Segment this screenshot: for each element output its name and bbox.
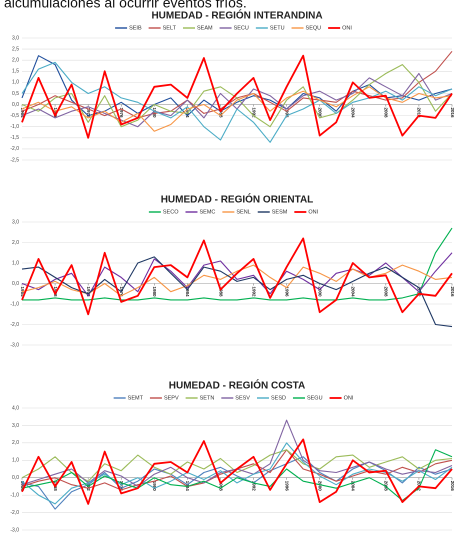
legend-label: SELT: [163, 25, 177, 31]
x-tick-label: 1996: [284, 481, 289, 492]
x-tick-label: 2004: [351, 481, 356, 492]
x-tick-label: 1972: [86, 287, 91, 298]
x-tick-label: 1996: [284, 287, 289, 298]
x-tick-label: 1988: [218, 481, 223, 492]
y-tick-label: -2,0: [10, 510, 19, 516]
x-tick-label: 2016: [450, 287, 455, 298]
series-line: [21, 449, 453, 482]
y-tick-label: 3,0: [12, 219, 19, 225]
legend-label: SECO: [163, 209, 179, 215]
y-tick-label: 3,0: [12, 35, 19, 41]
y-tick-label: -3,0: [10, 527, 19, 533]
y-tick-label: -2,0: [10, 322, 19, 328]
legend-label: ONI: [308, 209, 318, 215]
x-tick-label: 1968: [53, 108, 58, 119]
x-tick-label: 2000: [318, 108, 323, 119]
legend-label: SESD: [271, 395, 286, 401]
series-line: [21, 256, 453, 328]
y-tick-label: 2,0: [12, 58, 19, 64]
chart-title: HUMEDAD - REGIÓN COSTA: [169, 379, 305, 392]
x-tick-label: 1980: [152, 481, 157, 492]
series-line: [21, 449, 453, 501]
x-tick-label: 1984: [185, 287, 190, 298]
legend: SECO SEMC SENL SESM ONI: [148, 209, 319, 215]
series-line: [22, 227, 453, 301]
legend-label: SECU: [234, 25, 249, 31]
x-tick-label: 1976: [119, 481, 124, 492]
x-tick-label: 1976: [119, 108, 124, 119]
x-tick-label: 2004: [351, 108, 356, 119]
legend-label: SETN: [200, 395, 215, 401]
x-tick-label: 2008: [384, 108, 389, 119]
y-tick-label: -1,5: [10, 135, 19, 141]
x-tick-label: 2008: [384, 287, 389, 298]
y-tick-label: 0,0: [12, 281, 19, 287]
chart-title: HUMEDAD - REGIÓN ORIENTAL: [161, 193, 314, 206]
y-tick-label: -1,0: [10, 492, 19, 498]
y-tick-label: 1,0: [12, 458, 19, 464]
x-tick-label: 2016: [450, 481, 455, 492]
legend-label: SENL: [236, 209, 250, 215]
series-line: [21, 456, 453, 510]
y-tick-label: 1,5: [12, 69, 19, 75]
legend-label: SEQU: [306, 25, 322, 31]
y-tick-label: 1,0: [12, 260, 19, 266]
x-tick-label: 2008: [384, 481, 389, 492]
legend: SEMT SEPV SETN SESV SESD SEGU ONI: [113, 395, 354, 401]
legend-label: SEIB: [129, 25, 142, 31]
legend-label: SESM: [272, 209, 288, 215]
header-text: alcumulaciones al ocurrir eventos fríos.: [4, 0, 247, 11]
y-tick-label: 0,5: [12, 91, 19, 97]
y-tick-label: 0,0: [12, 475, 19, 481]
y-tick-label: 3,0: [12, 423, 19, 429]
legend-label: SEPV: [164, 395, 179, 401]
legend-label: SEGU: [307, 395, 323, 401]
x-tick-label: 2016: [450, 108, 455, 119]
x-tick-label: 2012: [417, 108, 422, 119]
x-tick-label: 1988: [218, 287, 223, 298]
x-tick-label: 1992: [251, 481, 256, 492]
x-tick-label: 1988: [218, 108, 223, 119]
x-tick-label: 2000: [318, 287, 323, 298]
y-tick-label: 2,0: [12, 240, 19, 246]
x-tick-label: 2000: [318, 481, 323, 492]
series-line: [21, 438, 453, 505]
legend: SEIB SELT SEAM SECU SETU SEQU ONI: [115, 25, 352, 31]
y-tick-label: 2,0: [12, 440, 19, 446]
y-tick-label: 4,0: [12, 405, 19, 411]
y-tick-label: 2,5: [12, 46, 19, 52]
y-tick-label: -0,5: [10, 113, 19, 119]
legend-label: SESV: [235, 395, 250, 401]
y-tick-label: 1,0: [12, 80, 19, 86]
legend-label: SEMT: [128, 395, 144, 401]
x-tick-label: 1980: [152, 287, 157, 298]
y-tick-label: -1,0: [10, 301, 19, 307]
legend-label: ONI: [342, 25, 352, 31]
y-tick-label: 0,0: [12, 102, 19, 108]
chart: HUMEDAD - REGIÓN INTERANDINA SEIB SELT SEAM…: [10, 9, 454, 164]
legend-label: SETU: [270, 25, 285, 31]
legend-label: ONI: [344, 395, 354, 401]
series-line: [21, 61, 453, 143]
y-tick-label: -3,0: [10, 342, 19, 348]
x-tick-label: 2004: [351, 287, 356, 298]
legend-label: SEMC: [199, 209, 215, 215]
x-tick-label: 1992: [251, 108, 256, 119]
series-line: [21, 237, 453, 316]
chart-title: HUMEDAD - REGIÓN INTERANDINA: [151, 9, 322, 22]
chart: HUMEDAD - REGIÓN ORIENTAL SECO SEMC SENL SES…: [10, 193, 454, 349]
series-line: [21, 252, 453, 297]
legend-label: SEAM: [197, 25, 213, 31]
x-tick-label: 1972: [86, 108, 91, 119]
x-tick-label: 1980: [152, 108, 157, 119]
y-tick-label: -2,0: [10, 146, 19, 152]
x-tick-label: 1964: [20, 108, 25, 119]
y-tick-label: -2,5: [10, 157, 19, 163]
x-tick-label: 1996: [284, 108, 289, 119]
y-tick-label: -1,0: [10, 124, 19, 130]
x-tick-label: 1992: [251, 287, 256, 298]
series-line: [21, 54, 453, 139]
